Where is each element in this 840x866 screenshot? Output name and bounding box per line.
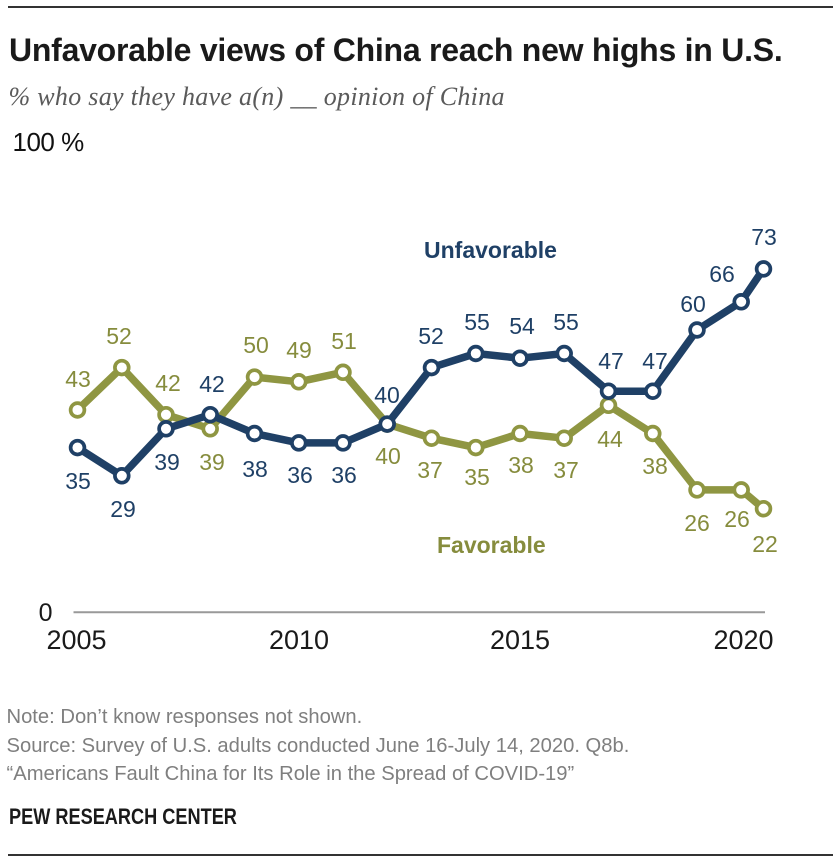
svg-text:40: 40 bbox=[374, 382, 400, 408]
svg-text:42: 42 bbox=[199, 371, 225, 397]
svg-text:Unfavorable: Unfavorable bbox=[424, 237, 557, 263]
svg-text:50: 50 bbox=[243, 332, 269, 358]
svg-text:55: 55 bbox=[464, 309, 490, 335]
svg-text:2010: 2010 bbox=[269, 625, 329, 655]
svg-text:35: 35 bbox=[464, 464, 490, 490]
svg-text:60: 60 bbox=[680, 291, 706, 317]
svg-text:52: 52 bbox=[418, 323, 444, 349]
svg-text:44: 44 bbox=[597, 426, 623, 452]
svg-text:26: 26 bbox=[724, 506, 750, 532]
svg-text:51: 51 bbox=[331, 328, 357, 354]
svg-text:36: 36 bbox=[331, 462, 357, 488]
svg-text:0: 0 bbox=[39, 599, 53, 627]
svg-text:26: 26 bbox=[684, 510, 710, 536]
svg-text:47: 47 bbox=[598, 348, 624, 374]
svg-text:38: 38 bbox=[508, 452, 534, 478]
svg-text:2015: 2015 bbox=[490, 625, 550, 655]
svg-text:43: 43 bbox=[65, 366, 91, 392]
svg-text:36: 36 bbox=[287, 462, 313, 488]
svg-text:55: 55 bbox=[553, 309, 579, 335]
svg-text:42: 42 bbox=[155, 370, 181, 396]
svg-text:52: 52 bbox=[106, 323, 132, 349]
svg-text:73: 73 bbox=[751, 224, 777, 250]
svg-text:2005: 2005 bbox=[46, 625, 106, 655]
svg-text:37: 37 bbox=[553, 457, 579, 483]
svg-text:29: 29 bbox=[110, 496, 136, 522]
svg-text:2020: 2020 bbox=[713, 625, 773, 655]
svg-text:49: 49 bbox=[286, 337, 312, 363]
svg-text:39: 39 bbox=[154, 449, 180, 475]
svg-text:54: 54 bbox=[509, 313, 535, 339]
svg-text:40: 40 bbox=[375, 443, 401, 469]
svg-text:35: 35 bbox=[65, 468, 91, 494]
svg-text:39: 39 bbox=[199, 449, 225, 475]
svg-text:38: 38 bbox=[642, 453, 668, 479]
svg-text:47: 47 bbox=[642, 348, 668, 374]
svg-text:38: 38 bbox=[242, 456, 268, 482]
svg-text:22: 22 bbox=[752, 531, 778, 557]
svg-text:37: 37 bbox=[417, 457, 443, 483]
svg-text:Favorable: Favorable bbox=[437, 532, 546, 558]
svg-text:66: 66 bbox=[709, 261, 735, 287]
